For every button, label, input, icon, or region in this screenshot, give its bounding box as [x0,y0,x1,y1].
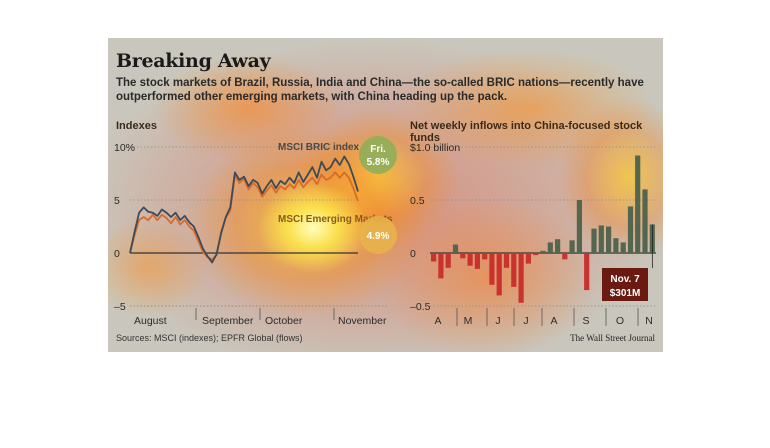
inflow-bar [584,253,590,291]
inflow-bar [445,253,451,268]
bric-series-label: MSCI BRIC index [278,142,360,153]
right-x-tick-label: J [523,315,528,327]
inflow-bar [503,253,510,268]
left-x-tick-label: September [202,315,254,327]
bric-series-line [129,155,359,264]
inflow-bar [452,244,459,253]
inflow-bar [533,253,539,256]
inflow-bar [547,242,553,253]
right-x-tick-label: M [464,315,473,327]
charts-svg: 10% 5 0 –5 August September October November MSC… [114,136,656,327]
left-y-tick-label: 0 [114,248,120,260]
left-y-tick-label: 10% [114,142,135,154]
inflow-bar [606,226,612,253]
inflow-bar [474,253,480,269]
inflow-bar [591,228,597,253]
inflow-bar [438,253,444,279]
right-x-tick-label: A [550,315,557,327]
source-note: Sources: MSCI (indexes); EPFR Global (fl… [116,333,303,343]
em-end-value: 4.9% [367,231,390,242]
inflow-bar [431,253,437,262]
inflow-bar [555,239,561,253]
chart-title: Breaking Away [116,50,271,72]
right-y-tick-label: $1.0 billion [410,142,460,154]
em-series-line [129,171,359,261]
callout-label: Nov. 7 [610,274,640,285]
left-x-tick-label: October [265,315,303,327]
inflow-bar [598,225,604,253]
credit-note: The Wall Street Journal [570,333,655,343]
right-x-tick-label: S [582,315,589,327]
inflow-bar [482,253,488,260]
right-x-tick-label: A [434,315,441,327]
left-x-tick-label: November [338,315,387,327]
em-end-bubble [359,216,397,254]
inflow-bar [576,200,582,253]
inflow-bar [496,253,502,296]
right-x-tick-label: J [495,315,500,327]
right-y-tick-label: 0 [410,248,416,260]
left-y-tick-label: –5 [114,301,126,313]
bric-end-value: 5.8% [367,157,390,168]
inflow-bar [642,189,648,253]
right-y-tick-label: –0.5 [410,301,431,313]
inflow-bar [489,253,495,285]
inflow-bar [518,253,524,303]
callout-box [602,268,648,301]
inflow-bar [511,253,517,287]
inflow-bar [467,253,473,266]
right-x-tick-label: N [645,315,653,327]
right-y-tick-label: 0.5 [410,195,425,207]
right-chart-title: Net weekly inflows into China-focused st… [410,120,643,144]
em-series-label: MSCI Emerging Markets [278,214,393,225]
bric-end-bubble [359,136,397,174]
left-chart-title: Indexes [116,120,157,132]
inflow-bar [562,253,568,260]
bric-end-label: Fri. [370,144,386,155]
right-x-tick-label: O [616,315,624,327]
left-x-tick-label: August [134,315,167,327]
inflow-bar [627,206,634,253]
inflow-bar [613,238,619,253]
inflow-bar [620,242,626,253]
inflow-bar [460,253,466,259]
callout-value: $301M [610,288,641,299]
left-y-tick-label: 5 [114,195,120,207]
inflow-bar [540,250,546,253]
chart-subtitle: The stock markets of Brazil, Russia, Ind… [116,77,644,103]
inflow-bar [569,240,575,253]
inflow-bar [525,253,531,264]
inflow-bar [635,155,641,253]
chart-panel: Breaking Away The stock markets of Brazi… [108,38,663,352]
